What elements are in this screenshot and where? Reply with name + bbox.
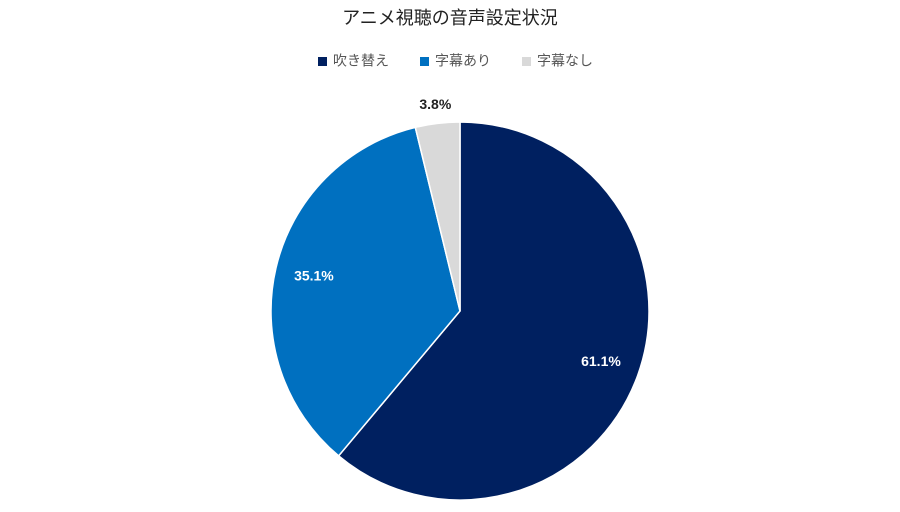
legend-label: 吹き替え: [333, 53, 389, 69]
data-label: 61.1%: [581, 353, 621, 369]
legend: 吹き替え 字幕あり 字幕なし: [318, 53, 593, 69]
legend-swatch: [522, 57, 531, 66]
chart-title: アニメ視聴の音声設定状況: [342, 8, 558, 28]
data-label: 3.8%: [419, 96, 451, 112]
pie-slice: [337, 121, 650, 501]
legend-swatch: [318, 57, 327, 66]
legend-label: 字幕なし: [537, 53, 593, 69]
legend-swatch: [420, 57, 429, 66]
data-label: 35.1%: [294, 268, 334, 284]
pie-slice: [270, 126, 461, 457]
pie: 61.1% 35.1% 3.8%: [270, 96, 650, 501]
pie-slice: [414, 121, 461, 312]
legend-label: 字幕あり: [435, 53, 491, 69]
